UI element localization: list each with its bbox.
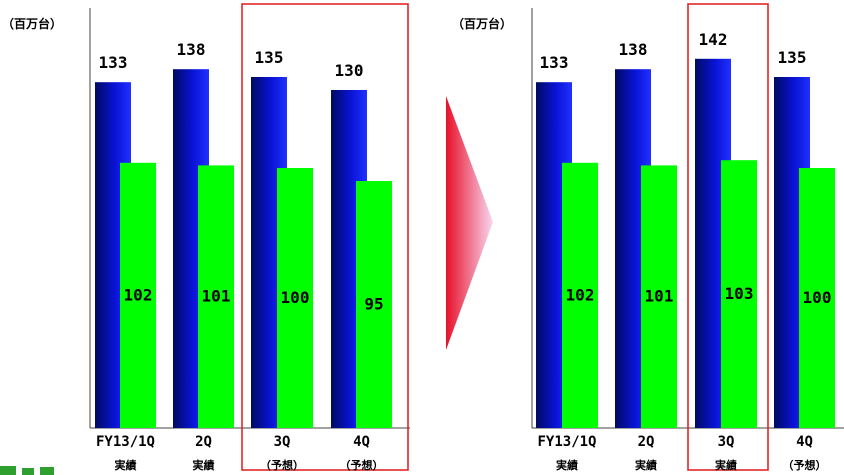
bar-series-b-0-2 (277, 168, 313, 428)
x-tick-label-0-1: 2Q (195, 434, 212, 450)
bar-series-b-0-1 (198, 165, 234, 428)
bar-series-b-1-0 (562, 162, 598, 429)
data-label-series-b-1-3: 100 (803, 288, 832, 307)
x-tick-label-1-0: FY13/1Q (537, 434, 596, 450)
x-tick-sublabel-0-3: （予想） (340, 458, 384, 472)
data-label-series-b-1-1: 101 (645, 287, 674, 306)
x-tick-sublabel-0-0: 実績 (115, 458, 137, 472)
decorative-fragment (0, 466, 54, 475)
x-tick-sublabel-1-0: 実績 (556, 458, 578, 472)
data-label-series-b-0-3: 95 (364, 295, 383, 314)
data-label-series-a-0-1: 138 (177, 40, 206, 59)
data-label-series-b-0-0: 102 (124, 285, 153, 304)
data-label-series-b-1-2: 103 (725, 284, 754, 303)
data-label-series-a-0-3: 130 (335, 61, 364, 80)
data-label-series-a-0-0: 133 (99, 53, 128, 72)
bar-series-b-1-3 (799, 168, 835, 428)
x-tick-sublabel-0-2: （予想） (260, 458, 304, 472)
chart-left: （百万台） 133 102 FY13/1Q 実績 138 101 2Q 実績 135 100 3Q （… (2, 3, 410, 472)
bars-left: 133 102 FY13/1Q 実績 138 101 2Q 実績 135 100 3Q （予想） 130… (95, 40, 392, 472)
data-label-series-a-1-3: 135 (778, 48, 807, 67)
x-tick-label-0-2: 3Q (274, 434, 291, 450)
x-tick-sublabel-0-1: 実績 (193, 458, 215, 472)
data-label-series-b-0-2: 100 (281, 288, 310, 307)
bar-series-b-1-1 (641, 165, 677, 428)
data-label-series-b-0-1: 101 (202, 287, 231, 306)
x-tick-sublabel-1-2: 実績 (715, 458, 737, 472)
data-label-series-b-1-0: 102 (566, 285, 595, 304)
x-tick-sublabel-1-1: 実績 (635, 458, 657, 472)
data-label-series-a-1-1: 138 (619, 40, 648, 59)
unit-label-right: （百万台） (452, 16, 512, 31)
highlight-box-left (241, 3, 409, 471)
transition-arrow-icon (446, 96, 493, 350)
highlight-box-right (687, 3, 769, 471)
x-tick-label-0-3: 4Q (353, 434, 370, 450)
data-label-series-a-1-0: 133 (540, 53, 569, 72)
x-tick-label-1-2: 3Q (718, 434, 735, 450)
bar-series-b-1-2 (721, 160, 757, 428)
x-tick-sublabel-1-3: （予想） (783, 458, 827, 472)
x-tick-label-1-1: 2Q (638, 434, 655, 450)
data-label-series-a-0-2: 135 (255, 48, 284, 67)
x-tick-label-0-0: FY13/1Q (96, 434, 155, 450)
bar-series-b-0-0 (120, 162, 156, 429)
x-tick-label-1-3: 4Q (796, 434, 813, 450)
bars-right: 133 102 FY13/1Q 実績 138 101 2Q 実績 142 103 3Q 実績 135 10… (536, 30, 835, 472)
data-label-series-a-1-2: 142 (699, 30, 728, 49)
chart-right: （百万台） 133 102 FY13/1Q 実績 138 101 2Q 実績 142 103 3Q 実… (452, 3, 844, 472)
unit-label-left: （百万台） (2, 16, 62, 31)
bar-series-b-0-3 (356, 181, 392, 428)
